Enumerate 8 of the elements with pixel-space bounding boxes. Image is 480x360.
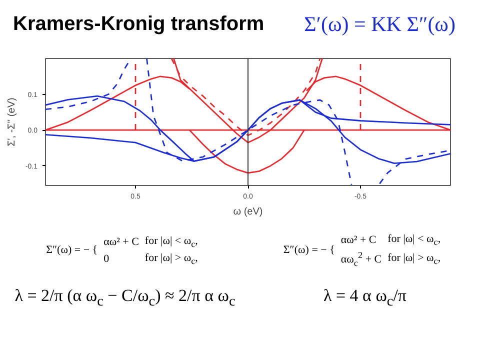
text: Σ″(ω) = − { αω² + C for |ω| < ω$_{c}$, αω$_{c}$$^{2}$ + C for |ω| > ω$_{c}$, xyxy=(283,232,441,268)
text: Σ″(ω) = − { αω² + C for |ω| < ω$_{c}$, 0 for |ω| > ω$_{c}$, xyxy=(46,234,198,266)
chart-title: Kramers-Kronig transform xyxy=(13,12,264,37)
x-axis-title: ω (eV) xyxy=(233,206,263,218)
y-axis-title: Σ', -Σ'' (eV) xyxy=(6,98,18,146)
text: λ = 2/π (α ω$_{c}$ − C/ω$_{c}$) ≈ 2/π α ω$_{c}$ xyxy=(14,285,236,312)
text: λ = 4 α ω$_{c}$/π xyxy=(323,285,407,312)
text: Σ′(ω) = KK Σ″(ω) xyxy=(304,11,456,38)
